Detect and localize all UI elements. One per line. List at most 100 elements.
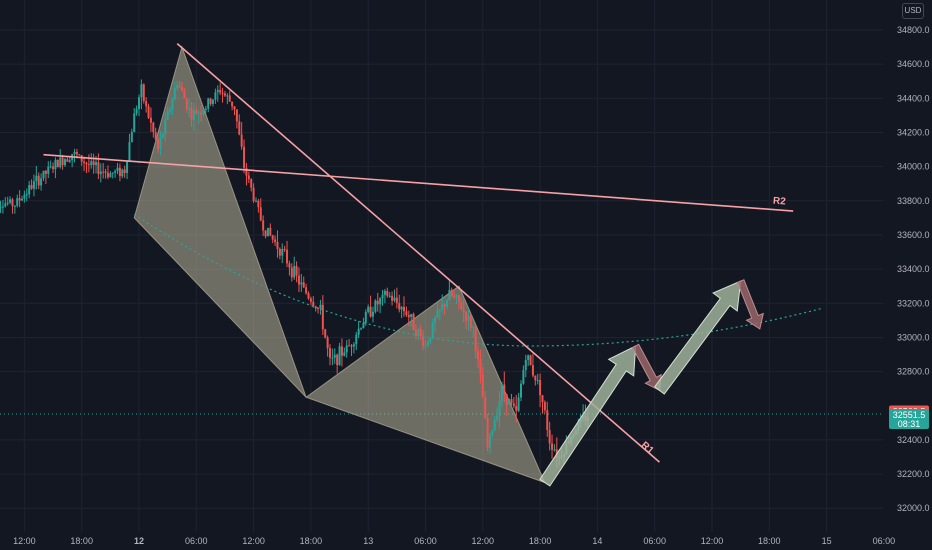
- price-tick-label[interactable]: 32000.0: [897, 503, 930, 513]
- candle-body: [520, 383, 522, 398]
- price-tick-label[interactable]: 33400.0: [897, 264, 930, 274]
- candle-body: [505, 394, 508, 405]
- candle-body: [226, 95, 229, 97]
- candle-body: [314, 306, 317, 308]
- candle-body: [149, 117, 152, 123]
- time-tick-label[interactable]: 13: [363, 536, 373, 546]
- candle-body: [443, 304, 446, 307]
- candle-body: [527, 355, 530, 360]
- candle-body: [479, 359, 482, 375]
- candle-body: [190, 107, 193, 120]
- candle-body: [118, 167, 121, 177]
- candle-body: [472, 327, 475, 329]
- price-tick-label[interactable]: 32800.0: [897, 367, 930, 377]
- candle-body: [405, 311, 408, 316]
- price-axis[interactable]: 34800.0 34600.0 34400.0 34200.0 34000.0 33800…: [883, 0, 932, 550]
- price-tick-label[interactable]: 34400.0: [897, 93, 930, 103]
- time-tick-label[interactable]: 18:00: [300, 536, 323, 546]
- price-tick-label[interactable]: 33800.0: [897, 196, 930, 206]
- candle-body: [469, 315, 472, 328]
- candle-body: [73, 151, 76, 154]
- candle-body: [331, 357, 334, 359]
- time-tick-label[interactable]: 12: [134, 536, 144, 546]
- candle-body: [477, 350, 480, 360]
- time-tick-label[interactable]: 12:00: [701, 536, 724, 546]
- pattern-triangle: [133, 45, 307, 398]
- time-tick-label[interactable]: 12:00: [472, 536, 495, 546]
- candle-body: [257, 200, 260, 208]
- candle-body: [104, 171, 107, 173]
- price-tick-label[interactable]: 34200.0: [897, 127, 930, 137]
- time-tick-label[interactable]: 06:00: [643, 536, 666, 546]
- candle-body: [63, 159, 66, 166]
- candle-body: [274, 239, 277, 242]
- candle-body: [515, 406, 518, 411]
- candle-body: [553, 449, 556, 451]
- trendline-label-r2: R2: [773, 196, 787, 208]
- time-tick-label[interactable]: 06:00: [414, 536, 437, 546]
- candle-body: [486, 417, 489, 448]
- price-tick-label[interactable]: 33200.0: [897, 298, 930, 308]
- candle-body: [252, 187, 255, 201]
- candle-body: [240, 134, 243, 147]
- candle-body: [247, 175, 250, 180]
- candle-body: [379, 298, 382, 305]
- candle-body: [453, 296, 456, 298]
- candle-body: [355, 334, 358, 345]
- time-tick-label[interactable]: 18:00: [758, 536, 781, 546]
- candle-body: [145, 101, 148, 107]
- currency-button[interactable]: USD: [902, 3, 924, 19]
- candle-body: [374, 300, 377, 312]
- price-tick-label[interactable]: 32400.0: [897, 435, 930, 445]
- candle-body: [336, 354, 339, 366]
- candle-body: [417, 328, 420, 337]
- trendline-r2[interactable]: [43, 153, 794, 212]
- candle-body: [133, 113, 136, 133]
- arrow-down-projection: [736, 279, 764, 330]
- time-tick-label[interactable]: 18:00: [529, 536, 552, 546]
- candle-body: [407, 315, 410, 318]
- candle-body: [75, 151, 78, 155]
- candle-body: [85, 162, 88, 165]
- candle-body: [348, 345, 351, 347]
- time-tick-label[interactable]: 06:00: [873, 536, 896, 546]
- candle-body: [529, 355, 532, 366]
- candle-body: [231, 101, 234, 107]
- candle-body: [1, 206, 4, 208]
- candle-body: [419, 328, 422, 337]
- time-tick-label[interactable]: 18:00: [70, 536, 93, 546]
- trendline-r1[interactable]: [176, 43, 660, 463]
- candle-body: [173, 88, 176, 100]
- candle-body: [238, 121, 241, 135]
- price-tick-label[interactable]: 34800.0: [897, 25, 930, 35]
- price-tick-label[interactable]: 33000.0: [897, 332, 930, 342]
- price-tick-label[interactable]: 33600.0: [897, 230, 930, 240]
- candle-body: [381, 294, 384, 299]
- candle-body: [9, 199, 12, 203]
- time-tick-label[interactable]: 12:00: [242, 536, 265, 546]
- candle-body: [481, 374, 484, 398]
- candle-body: [281, 248, 284, 256]
- candle-body: [159, 137, 162, 149]
- candle-body: [254, 200, 257, 202]
- price-tick-label[interactable]: 34000.0: [897, 162, 930, 172]
- time-tick-label[interactable]: 15: [822, 536, 832, 546]
- time-axis[interactable]: 12:00 18:00 12 06:00 12:00 18:00 13 06:00 12:00 1…: [13, 536, 895, 546]
- candle-body: [135, 108, 138, 114]
- candle-body: [61, 157, 64, 166]
- candle-body: [154, 132, 157, 140]
- price-tick-label[interactable]: 32200.0: [897, 469, 930, 479]
- candle-body: [40, 178, 43, 186]
- candle-body: [216, 89, 219, 93]
- candle-body: [386, 290, 389, 296]
- candle-body: [37, 175, 40, 186]
- time-tick-label[interactable]: 06:00: [185, 536, 208, 546]
- time-tick-label[interactable]: 14: [592, 536, 602, 546]
- candle-body: [207, 98, 210, 109]
- candle-body: [128, 142, 131, 162]
- time-tick-label[interactable]: 12:00: [13, 536, 36, 546]
- candle-body: [343, 352, 346, 356]
- price-tick-label[interactable]: 34600.0: [897, 59, 930, 69]
- candle-body: [286, 249, 289, 264]
